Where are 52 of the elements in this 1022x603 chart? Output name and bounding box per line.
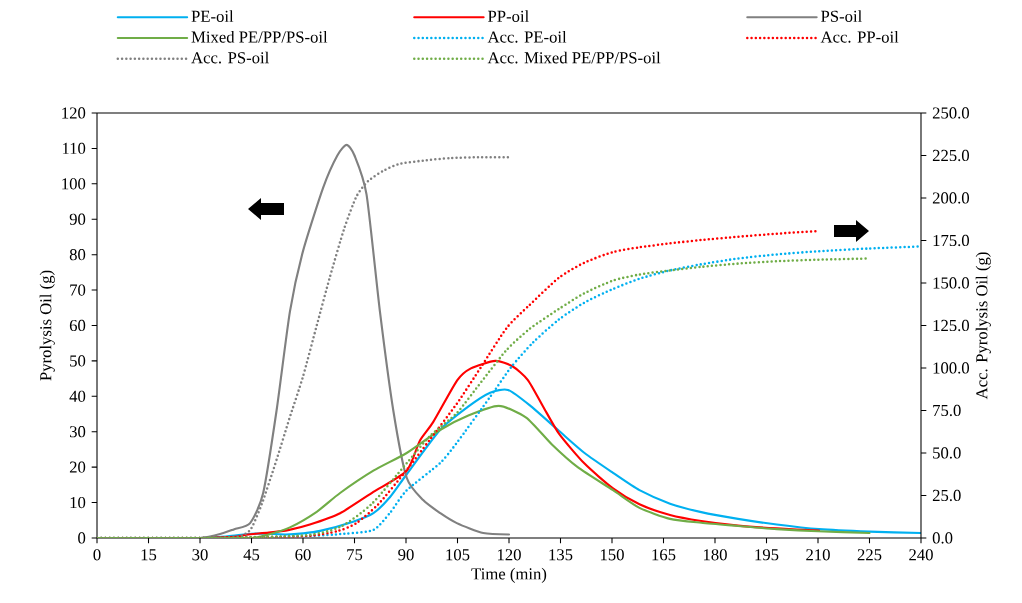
y2-tick-label: 100.0	[933, 362, 970, 374]
y2-tick-label: 50.0	[933, 447, 961, 459]
y-tick-label: 10	[70, 496, 86, 509]
legend-label: Acc. PS-oil	[191, 51, 269, 64]
y2-tick-label: 200.0	[932, 192, 970, 204]
legend-label: Acc. PE-oil	[487, 30, 567, 43]
y-tick-label: 100	[62, 178, 86, 190]
legend-label: Mixed PE/PP/PS-oil	[191, 30, 328, 43]
x-tick-label: 45	[243, 549, 260, 561]
x-tick-label: 105	[446, 549, 470, 561]
y-tick-label: 110	[62, 142, 86, 155]
legend-label: Acc. PP-oil	[820, 30, 899, 43]
x-tick-label: 30	[192, 549, 208, 561]
legend-label: Acc. Mixed PE/PP/PS-oil	[487, 51, 661, 64]
y2-tick-label: 0.0	[932, 532, 953, 544]
y2-tick-label: 150.0	[933, 277, 970, 289]
y-tick-label: 30	[69, 426, 86, 438]
x-tick-label: 195	[755, 549, 779, 561]
y2-tick-label: 250.0	[932, 107, 970, 119]
y2-tick-label: 175.0	[933, 234, 970, 247]
y2-tick-label: 225.0	[932, 149, 970, 162]
x-tick-label: 120	[497, 549, 521, 561]
x-tick-label: 60	[295, 549, 311, 561]
y-tick-label: 0	[78, 532, 86, 544]
y2-axis-title: Acc. Pyrolysis Oil (g)	[975, 252, 991, 400]
x-tick-label: 225	[857, 549, 882, 561]
y-axis-title: Pyrolysis Oil (g)	[39, 270, 55, 381]
x-tick-label: 135	[549, 549, 573, 561]
legend-label: PS-oil	[821, 10, 862, 22]
y-tick-label: 40	[69, 390, 86, 402]
y-tick-label: 70	[70, 284, 86, 296]
y2-tick-label: 75.0	[933, 404, 961, 417]
x-tick-label: 75	[347, 549, 363, 561]
x-tick-label: 210	[806, 549, 830, 561]
x-tick-label: 180	[703, 549, 727, 561]
x-tick-label: 150	[600, 549, 624, 561]
y-tick-label: 60	[69, 319, 86, 332]
y-tick-label: 20	[69, 461, 86, 473]
x-tick-label: 0	[93, 549, 101, 561]
y-tick-label: 90	[69, 213, 86, 225]
y-tick-label: 120	[62, 107, 86, 119]
x-tick-label: 15	[141, 549, 157, 561]
y2-tick-label: 125.0	[933, 319, 970, 332]
y-tick-label: 80	[69, 249, 86, 261]
legend-label: PE-oil	[191, 10, 234, 22]
y2-tick-label: 25.0	[932, 489, 961, 502]
x-axis-title: Time (min)	[471, 567, 547, 583]
x-tick-label: 240	[909, 549, 933, 561]
x-tick-label: 90	[398, 549, 414, 561]
y-tick-label: 50	[70, 355, 86, 367]
legend-label: PP-oil	[488, 10, 529, 22]
x-tick-label: 165	[652, 549, 676, 561]
